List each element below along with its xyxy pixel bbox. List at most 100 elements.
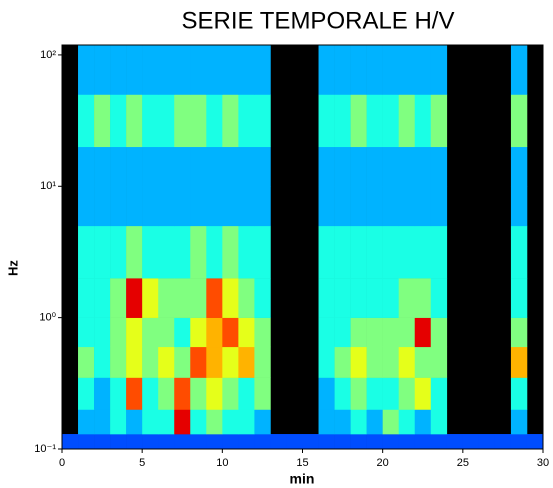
heatmap-cell bbox=[254, 409, 271, 435]
heatmap-cell bbox=[174, 186, 191, 227]
heatmap-cell bbox=[110, 346, 127, 378]
heatmap-cell bbox=[158, 317, 175, 348]
x-tick-label: 30 bbox=[537, 457, 549, 469]
chart-title: SERIE TEMPORALE H/V bbox=[182, 7, 455, 34]
heatmap-cell bbox=[462, 434, 480, 450]
heatmap-cell bbox=[222, 225, 239, 279]
heatmap-cell bbox=[142, 146, 159, 187]
heatmap-cell bbox=[78, 45, 95, 95]
heatmap-cell bbox=[206, 278, 223, 318]
heatmap-cell bbox=[318, 377, 335, 410]
heatmap-cell bbox=[158, 94, 175, 148]
heatmap-cell bbox=[254, 346, 271, 378]
heatmap-cell bbox=[110, 146, 127, 187]
heatmap-cell bbox=[398, 346, 416, 378]
heatmap-cell bbox=[94, 45, 111, 95]
heatmap-cell bbox=[126, 45, 143, 95]
heatmap-cell bbox=[126, 225, 143, 279]
heatmap-cell bbox=[398, 94, 416, 148]
heatmap-cell bbox=[142, 377, 159, 410]
heatmap-cell bbox=[430, 146, 448, 187]
heatmap-cell bbox=[190, 434, 207, 450]
x-tick-label: 10 bbox=[216, 457, 228, 469]
x-axis-label: min bbox=[290, 471, 315, 487]
heatmap-cell bbox=[254, 45, 271, 95]
heatmap-cell bbox=[414, 225, 432, 279]
heatmap-cell bbox=[366, 346, 383, 378]
heatmap-cell bbox=[430, 45, 448, 95]
heatmap-cell bbox=[510, 377, 528, 410]
heatmap-cell bbox=[238, 317, 255, 348]
heatmap-cell bbox=[510, 409, 528, 435]
heatmap-cell bbox=[126, 346, 143, 378]
heatmap-cell bbox=[206, 146, 223, 187]
heatmap-cell bbox=[142, 317, 159, 348]
heatmap-cell bbox=[350, 346, 367, 378]
heatmap-cell bbox=[254, 225, 271, 279]
heatmap-cell bbox=[94, 346, 111, 378]
heatmap-cell bbox=[222, 317, 239, 348]
heatmap-cell bbox=[366, 146, 383, 187]
heatmap-cell bbox=[318, 278, 335, 318]
heatmap-cell bbox=[174, 434, 191, 450]
heatmap-cell bbox=[334, 434, 351, 450]
heatmap-cell bbox=[382, 409, 399, 435]
heatmap-cell bbox=[350, 45, 367, 95]
heatmap-cell bbox=[222, 45, 239, 95]
heatmap-cell bbox=[174, 45, 191, 95]
heatmap-cell bbox=[382, 45, 399, 95]
heatmap-cell bbox=[110, 409, 127, 435]
heatmap-cell bbox=[510, 146, 528, 187]
heatmap-cell bbox=[254, 146, 271, 187]
heatmap-cell bbox=[158, 278, 175, 318]
heatmap-cell bbox=[190, 278, 207, 318]
heatmap-cell bbox=[350, 278, 367, 318]
heatmap-cell bbox=[158, 434, 175, 450]
heatmap-cell bbox=[350, 225, 367, 279]
heatmap-cell bbox=[206, 94, 223, 148]
heatmap-cell bbox=[158, 225, 175, 279]
heatmap-cell bbox=[222, 278, 239, 318]
heatmap-cell bbox=[414, 377, 432, 410]
heatmap-cell bbox=[222, 346, 239, 378]
heatmap-cell bbox=[398, 409, 416, 435]
heatmap-cell bbox=[430, 317, 448, 348]
heatmap-cell bbox=[158, 409, 175, 435]
heatmap-cell bbox=[366, 94, 383, 148]
heatmap-cell bbox=[110, 317, 127, 348]
x-tick-label: 5 bbox=[139, 457, 145, 469]
heatmap-cell bbox=[190, 186, 207, 227]
heatmap-cell bbox=[142, 94, 159, 148]
heatmap-cell bbox=[270, 434, 287, 450]
heatmap-cell bbox=[430, 377, 448, 410]
heatmap-cell bbox=[190, 225, 207, 279]
heatmap-cell bbox=[126, 186, 143, 227]
heatmap-cell bbox=[382, 94, 399, 148]
heatmap-cell bbox=[382, 278, 399, 318]
heatmap-cell bbox=[174, 278, 191, 318]
heatmap-cell bbox=[94, 278, 111, 318]
heatmap-cell bbox=[78, 409, 95, 435]
heatmap-cell bbox=[206, 317, 223, 348]
heatmap-cell bbox=[158, 45, 175, 95]
heatmap-cell bbox=[174, 225, 191, 279]
heatmap-cell bbox=[382, 186, 399, 227]
heatmap-cell bbox=[398, 146, 416, 187]
y-tick-label: 10¹ bbox=[40, 180, 56, 192]
heatmap-cell bbox=[238, 146, 255, 187]
heatmap-cell bbox=[398, 45, 416, 95]
heatmap-cell bbox=[510, 278, 528, 318]
heatmap-cell bbox=[78, 278, 95, 318]
heatmap-cell bbox=[334, 409, 351, 435]
heatmap-cell bbox=[414, 317, 432, 348]
heatmap-cell bbox=[350, 377, 367, 410]
heatmap-cell bbox=[190, 45, 207, 95]
heatmap-cell bbox=[318, 225, 335, 279]
heatmap-cell bbox=[382, 377, 399, 410]
heatmap-cell bbox=[414, 278, 432, 318]
heatmap-cell bbox=[94, 434, 111, 450]
heatmap-cell bbox=[302, 434, 319, 450]
heatmap-cell bbox=[110, 94, 127, 148]
heatmap-cell bbox=[318, 94, 335, 148]
heatmap-cell bbox=[366, 317, 383, 348]
